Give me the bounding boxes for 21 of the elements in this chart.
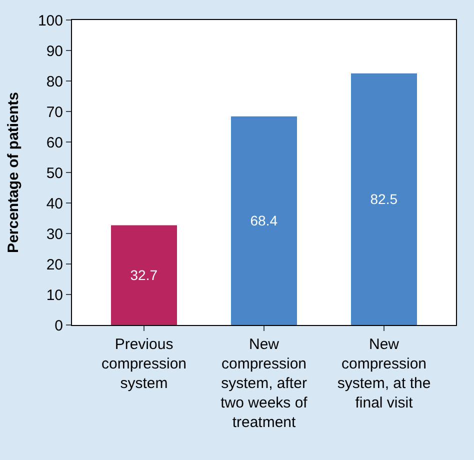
y-tick-label: 50 [46, 164, 63, 182]
bar [111, 225, 177, 325]
bar [231, 116, 297, 325]
data-label: 32.7 [130, 267, 158, 284]
y-tick-label: 30 [46, 226, 63, 243]
y-tick-label: 90 [46, 42, 63, 60]
y-tick-label: 60 [46, 134, 63, 152]
y-tick-label: 40 [46, 195, 63, 212]
y-tick-label: 80 [46, 73, 63, 90]
x-tick-label: New compression system, after two weeks of treatment [220, 336, 308, 431]
y-tick-label: 10 [46, 286, 63, 304]
x-tick-label: New compression system, at the final visit [337, 336, 431, 412]
x-tick-label: Previous compression system [101, 336, 187, 392]
y-axis-title: Percentage of patients [5, 92, 22, 253]
y-tick-label: 0 [54, 317, 63, 334]
data-label: 82.5 [370, 191, 398, 208]
y-tick-label: 20 [46, 256, 63, 274]
y-tick-label: 100 [38, 12, 63, 30]
bar [351, 73, 417, 325]
y-tick-label: 70 [46, 104, 63, 121]
data-label: 68.4 [250, 212, 278, 229]
